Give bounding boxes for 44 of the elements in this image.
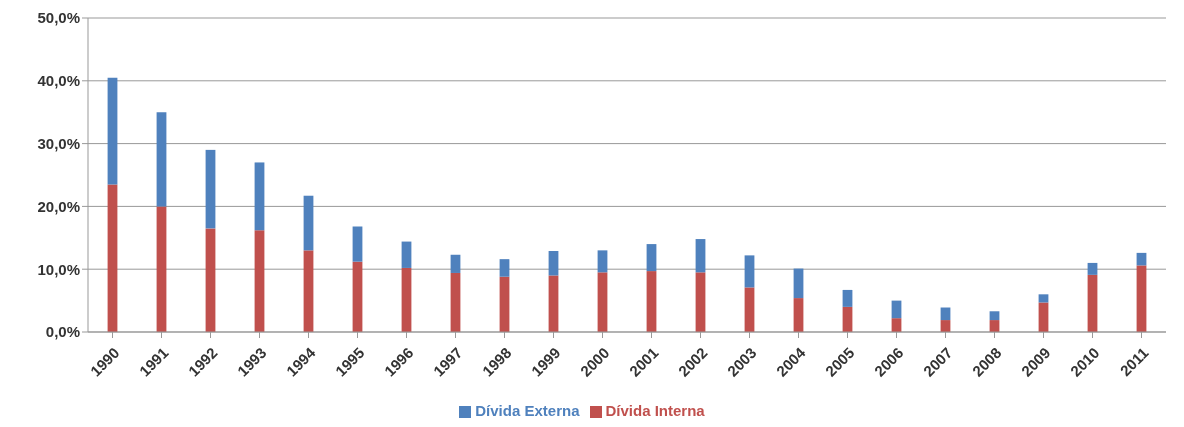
y-tick-label: 40,0%	[37, 72, 80, 90]
y-tick-label: 10,0%	[37, 260, 80, 278]
bar	[450, 254, 461, 273]
bar	[499, 259, 510, 277]
bar	[205, 228, 216, 332]
bar	[597, 250, 608, 273]
bar	[352, 226, 363, 262]
y-tick-label: 30,0%	[37, 134, 80, 152]
bar	[254, 162, 265, 231]
legend-label: Dívida Externa	[475, 402, 580, 419]
bar	[989, 311, 1000, 321]
bar	[1038, 294, 1049, 303]
bar	[107, 184, 118, 332]
bar	[646, 244, 657, 272]
bar	[1087, 274, 1098, 332]
bar	[303, 195, 314, 251]
bar	[646, 271, 657, 332]
bar	[1038, 302, 1049, 332]
bar	[695, 239, 706, 273]
bar	[156, 112, 167, 207]
bar	[842, 289, 853, 307]
bar	[548, 250, 559, 276]
bar	[744, 287, 755, 332]
bar	[205, 149, 216, 229]
bar	[107, 77, 118, 185]
bar	[254, 230, 265, 332]
legend-label: Dívida Interna	[605, 402, 705, 419]
bar	[303, 250, 314, 332]
bar	[597, 272, 608, 332]
bar	[695, 272, 706, 332]
y-tick-label: 50,0%	[37, 9, 80, 27]
bar	[401, 241, 412, 268]
bar	[450, 272, 461, 332]
bar	[499, 276, 510, 332]
bar	[744, 255, 755, 288]
y-tick-label: 0,0%	[45, 323, 80, 341]
bar	[352, 261, 363, 332]
bar	[548, 275, 559, 332]
bar	[401, 267, 412, 332]
y-tick-label: 20,0%	[37, 197, 80, 215]
bar	[156, 206, 167, 332]
bar	[1087, 262, 1098, 275]
bar	[1136, 265, 1147, 332]
bar	[793, 268, 804, 299]
